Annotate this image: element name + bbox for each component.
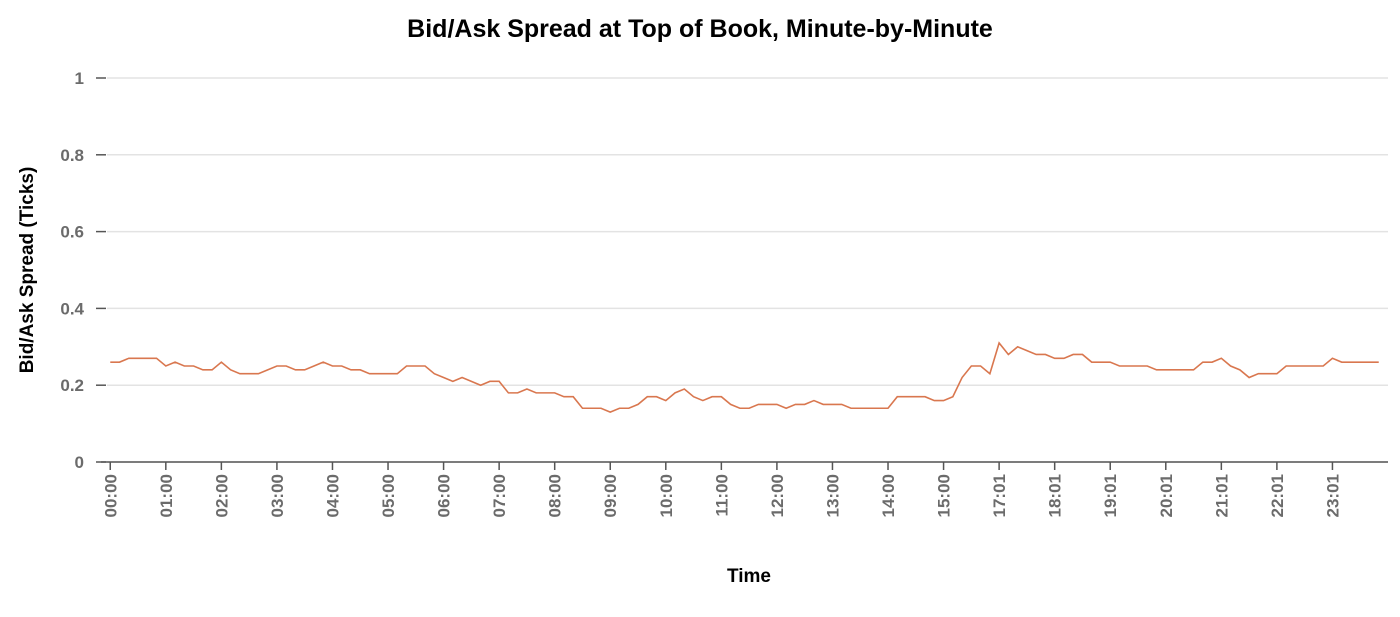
y-axis-title: Bid/Ask Spread (Ticks)	[17, 167, 38, 374]
x-tick-label: 06:00	[435, 474, 454, 517]
x-tick-label: 01:00	[157, 474, 176, 517]
x-tick-label: 11:00	[712, 474, 731, 517]
chart-title: Bid/Ask Spread at Top of Book, Minute-by…	[407, 15, 993, 43]
y-tick-label: 0	[75, 453, 84, 472]
x-tick-label: 19:01	[1101, 474, 1120, 517]
x-tick-label: 14:00	[879, 474, 898, 517]
x-tick-label: 08:00	[546, 474, 565, 517]
x-axis-title: Time	[727, 566, 771, 587]
x-tick-label: 13:00	[823, 474, 842, 517]
y-tick-label: 0.4	[60, 299, 84, 318]
x-tick-label: 12:00	[768, 474, 787, 517]
data-line	[110, 341, 1379, 413]
y-tick-label: 0.2	[60, 376, 84, 395]
y-tick-label: 1	[75, 69, 84, 88]
x-tick-label: 22:01	[1268, 474, 1287, 517]
y-tick-label: 0.6	[60, 223, 84, 242]
x-tick-label: 07:00	[490, 474, 509, 517]
x-tick-label: 21:01	[1212, 474, 1231, 517]
x-tick-label: 03:00	[268, 474, 287, 517]
x-tick-label: 04:00	[323, 474, 342, 517]
x-tick-label: 10:00	[657, 474, 676, 517]
y-tick-label: 0.8	[60, 146, 84, 165]
x-tick-label: 09:00	[601, 474, 620, 517]
x-tick-label: 23:01	[1323, 474, 1342, 517]
x-tick-label: 02:00	[212, 474, 231, 517]
x-tick-label: 20:01	[1157, 474, 1176, 517]
x-tick-label: 05:00	[379, 474, 398, 517]
x-tick-label: 15:00	[935, 474, 954, 517]
x-tick-label: 17:01	[990, 474, 1009, 517]
x-tick-label: 00:00	[101, 474, 120, 517]
x-tick-label: 18:01	[1046, 474, 1065, 517]
